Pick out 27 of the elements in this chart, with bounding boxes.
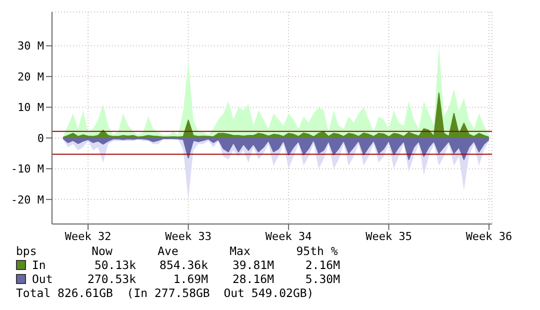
y-tick-label: -10 M xyxy=(10,162,44,176)
y-tick-label: 0 xyxy=(37,132,44,145)
text: Max xyxy=(228,244,252,258)
y-tick-label: 30 M xyxy=(18,40,44,53)
text: Total 826.61GB (In 277.58GB Out 549.02GB) xyxy=(16,286,315,300)
x-tick-label: Week 32 xyxy=(64,230,112,243)
legend-label: Out xyxy=(32,272,54,286)
text: 2.16M xyxy=(304,258,340,272)
y-tick-label: 20 M xyxy=(18,70,44,84)
text: 28.16M xyxy=(231,272,274,286)
text: 5.30M xyxy=(304,272,340,286)
y-tick-label: 10 M xyxy=(18,101,44,114)
text: 39.81M xyxy=(231,258,274,272)
x-tick-label: Week 35 xyxy=(366,230,412,243)
text: 270.53k xyxy=(86,272,136,286)
legend-title: bps xyxy=(16,244,38,258)
x-tick-label: Week 33 xyxy=(165,230,212,243)
text: Now xyxy=(90,244,114,258)
y-tick-label: -20 M xyxy=(10,193,44,206)
x-tick-label: Week 36 xyxy=(466,230,512,243)
text: 854.36k xyxy=(158,258,208,272)
text: 1.69M xyxy=(172,272,208,286)
text: 50.13k xyxy=(93,258,136,272)
text: 95th % xyxy=(295,244,339,258)
legend-label: In xyxy=(32,258,47,272)
text: Ave xyxy=(156,244,180,258)
x-tick-label: Week 34 xyxy=(265,230,312,243)
